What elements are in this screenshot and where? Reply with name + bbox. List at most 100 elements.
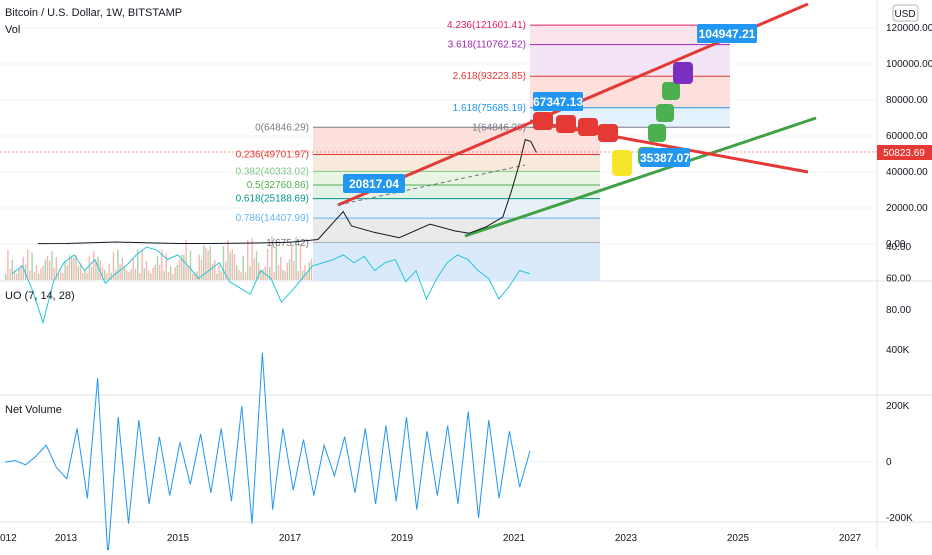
time-tick: 2013 (55, 533, 78, 544)
volume-bar (297, 270, 299, 280)
fib-level-label: 0.618(25188.69) (236, 194, 309, 205)
price-tick: 40000.00 (886, 167, 928, 178)
volume-bar (79, 263, 82, 280)
callout-35387[interactable]: 35387.07 (640, 148, 690, 167)
volume-bar (291, 244, 293, 280)
time-axis[interactable]: 012 2013 2015 2017 2019 2021 2023 2025 2027 (0, 533, 862, 544)
time-tick: 012 (0, 533, 17, 544)
callout-label: 67347.13 (533, 95, 583, 109)
volume-bar (260, 269, 262, 280)
volume-bar (9, 268, 11, 280)
time-tick: 2015 (167, 533, 190, 544)
volume-bar (55, 257, 57, 280)
volume-bar (242, 256, 244, 280)
volume-bar (255, 251, 258, 280)
callout-67347[interactable]: 67347.13 (533, 92, 583, 111)
volume-bar (266, 248, 269, 280)
volume-bar (220, 272, 222, 280)
fib-level-label: 1(675.42) (266, 238, 309, 249)
lower-trendline[interactable] (464, 116, 817, 238)
time-tick: 2021 (503, 533, 526, 544)
volume-bar (33, 272, 35, 280)
volume-bar (295, 236, 297, 280)
volume-bar (152, 267, 154, 280)
uo-tick: 60.00 (886, 274, 911, 285)
callout-20817[interactable]: 20817.04 (343, 174, 405, 193)
volume-bar (112, 251, 115, 280)
fib-level-label: 0.786(14407.99) (236, 213, 309, 224)
volume-bar (211, 263, 214, 280)
volume-bar (280, 256, 282, 280)
fib-zone (530, 25, 730, 45)
fib-extension-right[interactable]: 4.236(121601.41) 3.618(110762.52) 2.618(93… (447, 20, 730, 133)
projection-dashed-line[interactable] (337, 164, 526, 206)
volume-bar (44, 259, 46, 280)
fib-retracement-left[interactable]: 0(64846.29) 0.236(49701.97) 0.382(40333.02… (236, 122, 600, 281)
volume-bar (148, 270, 150, 280)
fib-level-label: 1(64846.29) (472, 122, 526, 133)
net-volume-tick: -200K (886, 513, 913, 524)
volume-bar (154, 264, 156, 280)
volume-bar (46, 255, 49, 280)
volume-label: Vol (5, 24, 20, 36)
volume-bar (299, 244, 302, 280)
volume-bar (310, 258, 313, 280)
volume-bar (200, 259, 203, 280)
volume-bar (273, 271, 275, 280)
volume-bar (218, 265, 220, 280)
volume-bar (130, 269, 132, 280)
price-tick: 120000.00 (886, 23, 932, 34)
volume-bar (104, 269, 106, 280)
projection-arrows[interactable] (533, 62, 693, 176)
price-tick: 60000.00 (886, 131, 928, 142)
volume-bar (115, 269, 117, 280)
descending-trendline[interactable] (529, 119, 809, 174)
volume-bar (95, 260, 97, 280)
volume-bar (108, 263, 110, 280)
time-tick: 2025 (727, 533, 750, 544)
fib-level-label: 3.618(110762.52) (448, 40, 526, 51)
svg-text:USD: USD (894, 9, 915, 20)
net-volume-tick: 0 (886, 457, 892, 468)
volume-bar (194, 272, 196, 280)
volume-bar (216, 273, 218, 280)
volume-bar (174, 267, 176, 280)
volume-bar (258, 262, 260, 280)
volume-bar (128, 272, 130, 280)
currency-button[interactable]: USD (892, 4, 919, 22)
volume-bar (262, 269, 264, 280)
volume-bar (275, 239, 277, 280)
arrow-marker-icon (656, 104, 674, 122)
arrow-marker-icon (533, 112, 553, 130)
volume-bar (185, 240, 187, 280)
volume-bar (236, 265, 238, 280)
fib-zone (313, 218, 600, 243)
volume-bar (247, 239, 249, 280)
volume-bar (229, 252, 231, 280)
volume-bar (16, 273, 18, 280)
volume-bar (282, 269, 284, 280)
volume-bar (110, 272, 112, 280)
volume-bar (18, 268, 20, 280)
volume-bar (238, 269, 240, 280)
volume-bar (159, 264, 161, 280)
volume-bar (134, 269, 137, 280)
uo-line (11, 246, 531, 325)
volume-bar (203, 245, 205, 280)
price-tick: 0.00 (886, 239, 906, 250)
volume-bar (167, 271, 170, 280)
volume-bar (253, 258, 255, 280)
volume-bar (189, 250, 192, 280)
volume-bar (88, 256, 90, 280)
uo-axis[interactable]: 80.00 60.00 40.00 (886, 242, 911, 316)
price-axis[interactable]: 120000.00 100000.00 80000.00 60000.00 40000.… (886, 23, 932, 250)
fib-zone (313, 242, 600, 281)
uo-tick: 40.00 (886, 242, 911, 253)
fib-zone (313, 198, 600, 219)
volume-bar (205, 247, 207, 280)
volume-bar (51, 251, 53, 280)
volume-bar (302, 270, 304, 280)
callout-104947[interactable]: 104947.21 (697, 24, 757, 43)
